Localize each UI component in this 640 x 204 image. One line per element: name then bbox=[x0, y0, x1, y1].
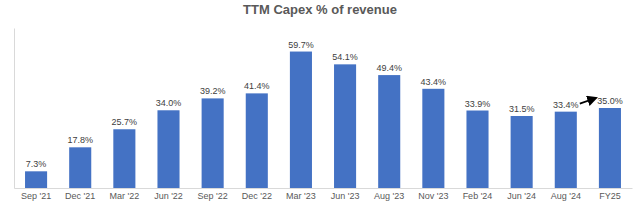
arrow bbox=[580, 98, 596, 104]
bar bbox=[334, 64, 356, 188]
bar bbox=[113, 129, 135, 188]
x-tick-label: Mar '23 bbox=[286, 191, 316, 201]
chart-title: TTM Capex % of revenue bbox=[243, 2, 397, 17]
data-label: 17.8% bbox=[67, 135, 93, 145]
x-tick-label: Feb '24 bbox=[463, 191, 493, 201]
x-axis-line bbox=[15, 188, 633, 189]
data-label: 43.4% bbox=[421, 77, 447, 87]
x-tick: Mar '23 bbox=[286, 188, 316, 201]
data-labels: 7.3% 17.8% 25.7% 34.0% 39.2% 41.4% 59.7% 54.1% 4… bbox=[26, 40, 623, 170]
x-axis: Sep '21 Dec '21 Mar '22 Jun '22 Sep '22 Dec '… bbox=[15, 188, 633, 201]
bar bbox=[69, 147, 91, 188]
data-label: 31.5% bbox=[509, 104, 535, 114]
x-tick-label: Jun '23 bbox=[331, 191, 360, 201]
data-label: 41.4% bbox=[244, 81, 270, 91]
x-tick: Feb '24 bbox=[463, 188, 493, 201]
data-label: 34.0% bbox=[156, 98, 182, 108]
x-tick-label: Jun '24 bbox=[507, 191, 536, 201]
x-tick: FY25 bbox=[599, 188, 621, 201]
x-tick: Nov '23 bbox=[418, 188, 448, 201]
bar bbox=[25, 171, 47, 188]
x-tick-label: Dec '21 bbox=[65, 191, 95, 201]
x-tick-label: Sep '21 bbox=[21, 191, 51, 201]
x-tick: Sep '21 bbox=[21, 188, 51, 201]
bar bbox=[246, 93, 268, 188]
x-tick: Dec '21 bbox=[65, 188, 95, 201]
chart: TTM Capex % of revenue Sep '21 Dec '21 Mar … bbox=[0, 0, 640, 204]
bar bbox=[202, 98, 224, 188]
data-label: 54.1% bbox=[332, 52, 358, 62]
bar bbox=[157, 110, 179, 188]
data-label: 25.7% bbox=[112, 117, 138, 127]
x-tick-label: FY25 bbox=[599, 191, 621, 201]
data-label: 33.4% bbox=[553, 100, 579, 110]
bar bbox=[599, 108, 621, 188]
x-tick: Mar '22 bbox=[109, 188, 139, 201]
bar bbox=[511, 116, 533, 188]
bar bbox=[290, 52, 312, 188]
x-tick: Aug '23 bbox=[374, 188, 404, 201]
data-label: 49.4% bbox=[376, 63, 402, 73]
y-axis-line bbox=[14, 29, 15, 189]
x-tick-label: Nov '23 bbox=[418, 191, 448, 201]
y-axis bbox=[14, 29, 15, 189]
x-tick: Jun '22 bbox=[154, 188, 183, 201]
x-tick: Jun '23 bbox=[331, 188, 360, 201]
data-label: 59.7% bbox=[288, 40, 314, 50]
bar bbox=[466, 111, 488, 188]
x-tick-label: Aug '24 bbox=[551, 191, 581, 201]
x-tick: Jun '24 bbox=[507, 188, 536, 201]
bar bbox=[555, 112, 577, 188]
plot: Sep '21 Dec '21 Mar '22 Jun '22 Sep '22 Dec '… bbox=[15, 29, 633, 202]
x-tick-label: Dec '22 bbox=[242, 191, 272, 201]
bars bbox=[25, 52, 621, 188]
data-label: 39.2% bbox=[200, 86, 226, 96]
bar bbox=[378, 75, 400, 188]
x-tick-label: Aug '23 bbox=[374, 191, 404, 201]
x-tick-label: Sep '22 bbox=[198, 191, 228, 201]
x-tick: Aug '24 bbox=[551, 188, 581, 201]
data-label: 33.9% bbox=[465, 99, 491, 109]
x-tick-label: Jun '22 bbox=[154, 191, 183, 201]
data-label: 35.0% bbox=[597, 96, 623, 106]
x-tick-label: Mar '22 bbox=[109, 191, 139, 201]
x-tick: Sep '22 bbox=[198, 188, 228, 201]
x-tick: Dec '22 bbox=[242, 188, 272, 201]
data-label: 7.3% bbox=[26, 159, 47, 169]
bar bbox=[422, 89, 444, 188]
